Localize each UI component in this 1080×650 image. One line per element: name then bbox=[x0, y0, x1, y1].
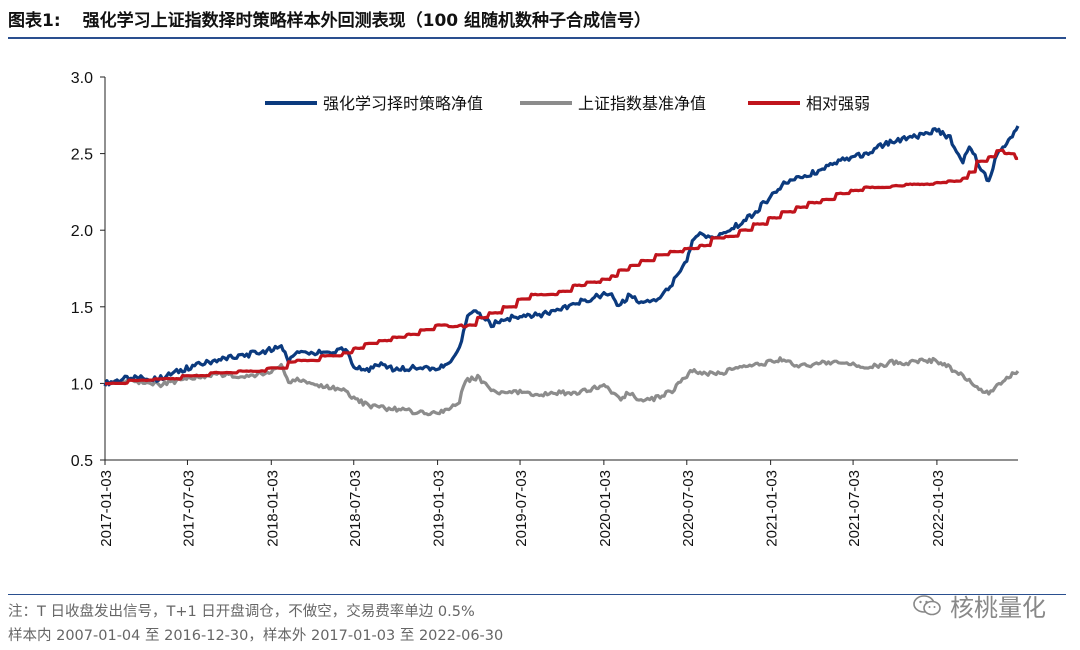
x-tick-label: 2017-01-03 bbox=[98, 470, 115, 547]
watermark: 核桃量化 bbox=[912, 588, 1046, 623]
figure-label: 图表1: bbox=[8, 11, 61, 31]
footer-rule bbox=[8, 594, 1066, 595]
series-line-1 bbox=[103, 356, 1020, 417]
legend-label-0: 强化学习择时策略净值 bbox=[323, 94, 483, 113]
x-tick-label: 2021-01-03 bbox=[764, 470, 781, 547]
x-tick-label: 2019-07-03 bbox=[513, 470, 530, 547]
y-tick-label: 2.0 bbox=[71, 223, 93, 240]
legend-label-2: 相对强弱 bbox=[806, 94, 870, 113]
wechat-icon bbox=[913, 594, 941, 615]
x-tick-label: 2021-07-03 bbox=[846, 470, 863, 547]
line-chart: 0.5 1.0 1.5 2.0 2.5 3.0 2017-01-03 2017-07-03 20… bbox=[71, 70, 1020, 547]
figure-title-text: 强化学习上证指数择时策略样本外回测表现（100 组随机数种子合成信号） bbox=[82, 11, 652, 31]
x-tick-label: 2017-07-03 bbox=[180, 470, 197, 547]
x-tick-label: 2022-01-03 bbox=[930, 470, 947, 547]
y-tick-label: 1.5 bbox=[71, 300, 93, 317]
y-tick-label: 3.0 bbox=[71, 70, 93, 87]
y-tick-label: 1.0 bbox=[71, 376, 93, 393]
footnote-sample: 样本内 2007-01-04 至 2016-12-30，样本外 2017-01-… bbox=[8, 628, 504, 644]
watermark-text: 核桃量化 bbox=[950, 594, 1046, 622]
figure-title: 图表1: 强化学习上证指数择时策略样本外回测表现（100 组随机数种子合成信号） bbox=[8, 6, 651, 31]
series-line-2 bbox=[105, 148, 1019, 386]
x-tick-label: 2018-01-03 bbox=[264, 470, 281, 547]
x-tick-label: 2020-01-03 bbox=[597, 470, 614, 547]
y-tick-label: 2.5 bbox=[71, 147, 93, 164]
legend-label-1: 上证指数基准净值 bbox=[578, 94, 706, 113]
series-line-0 bbox=[103, 125, 1020, 387]
title-rule bbox=[8, 37, 1066, 39]
x-tick-label: 2020-07-03 bbox=[680, 470, 697, 547]
x-tick-label: 2018-07-03 bbox=[347, 470, 364, 547]
x-tick-label: 2019-01-03 bbox=[431, 470, 448, 547]
footnote-signal: 注：T 日收盘发出信号，T+1 日开盘调仓，不做空，交易费率单边 0.5% bbox=[8, 604, 475, 620]
y-tick-label: 0.5 bbox=[71, 453, 93, 470]
